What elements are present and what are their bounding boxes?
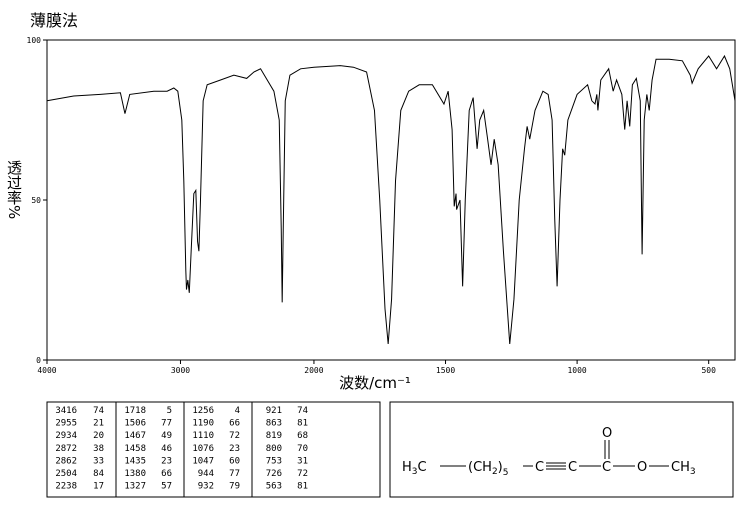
x-tick-label: 2000 bbox=[304, 366, 323, 375]
transmittance: 46 bbox=[161, 444, 172, 454]
wavenumber: 1380 bbox=[124, 469, 146, 479]
wavenumber: 2955 bbox=[55, 419, 77, 429]
transmittance: 81 bbox=[297, 482, 308, 492]
wavenumber: 1256 bbox=[192, 406, 214, 416]
transmittance: 4 bbox=[235, 406, 240, 416]
atom: O bbox=[637, 460, 647, 475]
wavenumber: 2934 bbox=[55, 431, 77, 441]
transmittance: 23 bbox=[161, 456, 172, 466]
transmittance: 77 bbox=[161, 419, 172, 429]
transmittance: 21 bbox=[93, 419, 104, 429]
atom: C bbox=[602, 460, 611, 475]
spectrum-line bbox=[46, 54, 736, 345]
wavenumber: 800 bbox=[266, 444, 282, 454]
y-tick-label: 100 bbox=[27, 36, 42, 45]
atom: C bbox=[535, 460, 544, 475]
x-axis-label: 波数/cm⁻¹ bbox=[339, 374, 411, 392]
wavenumber: 726 bbox=[266, 469, 282, 479]
wavenumber: 1047 bbox=[192, 456, 214, 466]
transmittance: 74 bbox=[297, 406, 308, 416]
x-tick-label: 1500 bbox=[436, 366, 455, 375]
x-tick-label: 500 bbox=[701, 366, 716, 375]
transmittance: 74 bbox=[93, 406, 104, 416]
wavenumber: 1718 bbox=[124, 406, 146, 416]
wavenumber: 1327 bbox=[124, 482, 146, 492]
wavenumber: 921 bbox=[266, 406, 282, 416]
transmittance: 68 bbox=[297, 431, 308, 441]
chart-title: 薄膜法 bbox=[30, 11, 78, 30]
atom: (CH bbox=[468, 460, 492, 475]
transmittance: 72 bbox=[229, 431, 240, 441]
atom: O bbox=[602, 426, 612, 441]
transmittance: 49 bbox=[161, 431, 172, 441]
x-tick-label: 4000 bbox=[37, 366, 56, 375]
atom: C bbox=[418, 460, 427, 475]
wavenumber: 1506 bbox=[124, 419, 146, 429]
y-axis-label: 透过率% bbox=[5, 160, 23, 219]
wavenumber: 1435 bbox=[124, 456, 146, 466]
peak-table: 3416 74 2955 21 2934 20 2872 38 2862 33 2504 84 2238… bbox=[55, 402, 308, 497]
transmittance: 84 bbox=[93, 469, 104, 479]
transmittance: 72 bbox=[297, 469, 308, 479]
wavenumber: 2504 bbox=[55, 469, 77, 479]
transmittance: 17 bbox=[93, 482, 104, 492]
atom-group: CH3 bbox=[671, 460, 696, 477]
wavenumber: 932 bbox=[198, 482, 214, 492]
transmittance: 38 bbox=[93, 444, 104, 454]
subscript: 2 bbox=[492, 467, 498, 477]
wavenumber: 1076 bbox=[192, 444, 214, 454]
transmittance: 79 bbox=[229, 482, 240, 492]
transmittance: 5 bbox=[167, 406, 172, 416]
wavenumber: 1458 bbox=[124, 444, 146, 454]
transmittance: 23 bbox=[229, 444, 240, 454]
y-tick-label: 0 bbox=[36, 356, 41, 365]
atom: ) bbox=[498, 460, 503, 475]
transmittance: 20 bbox=[93, 431, 104, 441]
wavenumber: 2872 bbox=[55, 444, 77, 454]
transmittance: 57 bbox=[161, 482, 172, 492]
subscript: 3 bbox=[412, 467, 418, 477]
x-tick-label: 1000 bbox=[567, 366, 586, 375]
subscript: 5 bbox=[503, 468, 509, 478]
structure bbox=[440, 440, 669, 470]
wavenumber: 563 bbox=[266, 482, 282, 492]
transmittance: 60 bbox=[229, 456, 240, 466]
wavenumber: 819 bbox=[266, 431, 282, 441]
structure-frame bbox=[389, 401, 734, 498]
atom: H bbox=[402, 460, 412, 475]
transmittance: 70 bbox=[297, 444, 308, 454]
atom-group: H3C bbox=[402, 460, 427, 477]
wavenumber: 753 bbox=[266, 456, 282, 466]
wavenumber: 944 bbox=[198, 469, 214, 479]
transmittance: 77 bbox=[229, 469, 240, 479]
wavenumber: 1110 bbox=[192, 431, 214, 441]
transmittance: 31 bbox=[297, 456, 308, 466]
x-tick-label: 3000 bbox=[171, 366, 190, 375]
atom-group: (CH2)5 bbox=[468, 460, 508, 478]
transmittance: 33 bbox=[93, 456, 104, 466]
transmittance: 81 bbox=[297, 419, 308, 429]
wavenumber: 3416 bbox=[55, 406, 77, 416]
wavenumber: 863 bbox=[266, 419, 282, 429]
peak-table-frame bbox=[46, 401, 381, 498]
atom: CH bbox=[671, 460, 690, 475]
wavenumber: 2862 bbox=[55, 456, 77, 466]
atom: C bbox=[568, 460, 577, 475]
wavenumber: 1467 bbox=[124, 431, 146, 441]
wavenumber: 2238 bbox=[55, 482, 77, 492]
y-tick-label: 50 bbox=[31, 196, 41, 205]
transmittance: 66 bbox=[161, 469, 172, 479]
wavenumber: 1190 bbox=[192, 419, 214, 429]
transmittance: 66 bbox=[229, 419, 240, 429]
subscript: 3 bbox=[690, 467, 696, 477]
